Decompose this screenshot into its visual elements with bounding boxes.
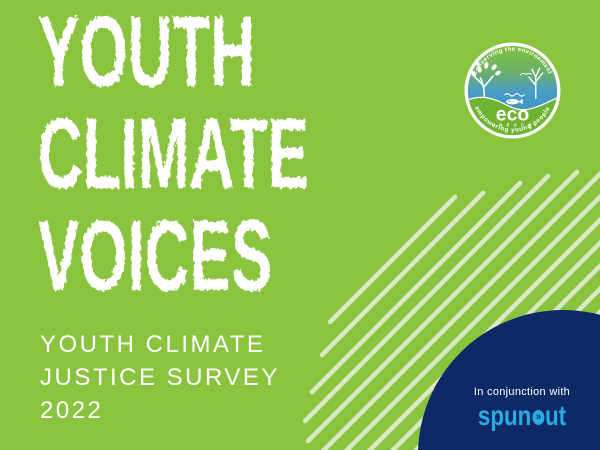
poster-subtitle: YOUTH CLIMATE JUSTICE SURVEY 2022 <box>40 328 280 427</box>
bare-tree-icon <box>528 67 544 99</box>
subtitle-line-3: 2022 <box>40 397 104 424</box>
eco-logo-unesco: U N E S C O <box>492 122 533 127</box>
subtitle-line-2: JUSTICE SURVEY <box>40 364 280 391</box>
tree-leaves-icon <box>471 60 501 77</box>
tree-icon <box>473 75 494 99</box>
spunout-o-icon: ›› <box>532 410 545 425</box>
spunout-text-pre: spun <box>477 400 532 431</box>
spunout-text-post: ut <box>544 400 567 431</box>
poster-title-line-3: VOICES <box>38 200 273 312</box>
eco-logo-hill <box>467 96 558 136</box>
bird-icon <box>519 72 533 76</box>
partner-prefix: In conjunction with <box>473 386 571 398</box>
subtitle-line-1: YOUTH CLIMATE <box>40 331 266 358</box>
poster-title: YOUTH CLIMATE VOICES <box>38 1 309 307</box>
spunout-logo: spun ›› ut <box>439 400 600 432</box>
fish-icon <box>506 98 523 105</box>
waves-icon <box>504 93 525 97</box>
poster-title-line-2: CLIMATE <box>38 98 309 210</box>
eco-logo-name: eco <box>496 104 530 126</box>
eco-unesco-logo: conserving the environment eco U N E S C… <box>464 42 561 139</box>
poster-title-line-1: YOUTH <box>38 0 255 108</box>
